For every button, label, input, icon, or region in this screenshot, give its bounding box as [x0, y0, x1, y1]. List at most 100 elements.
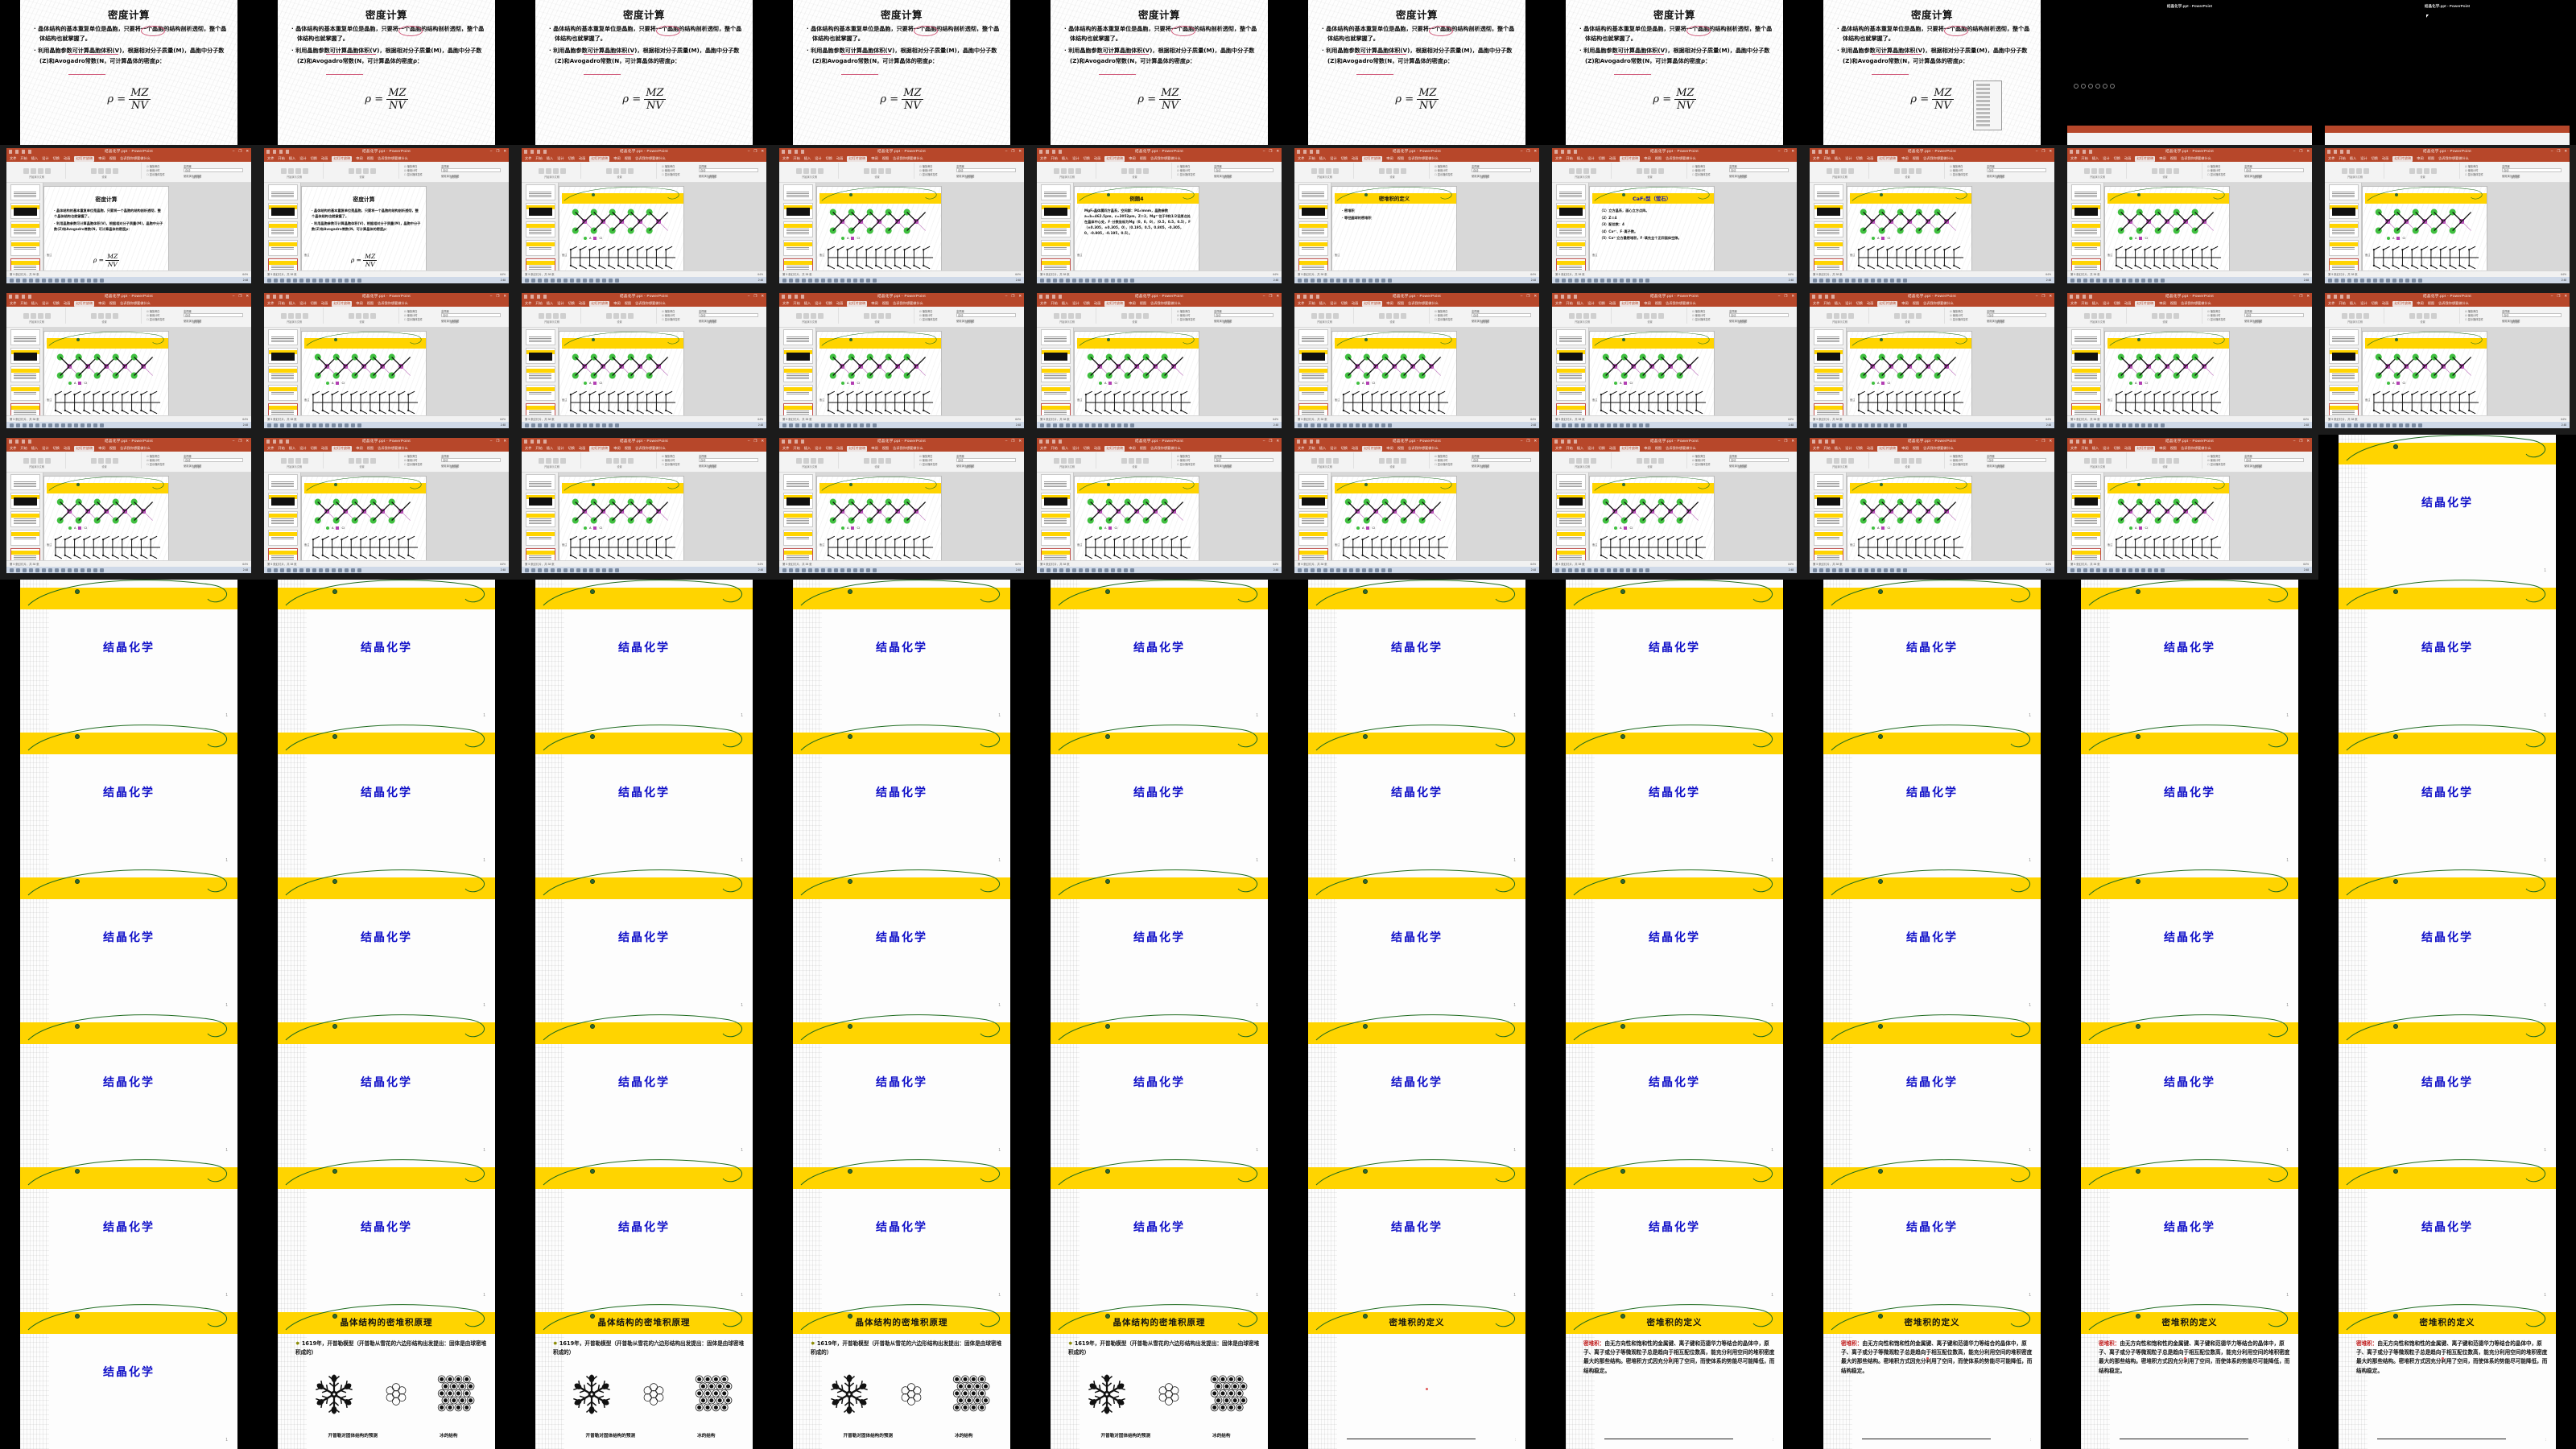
taskbar-icon[interactable]	[873, 278, 877, 283]
ribbon-tab-6[interactable]: 幻灯片放映	[1877, 300, 1898, 307]
taskbar-icon[interactable]	[564, 278, 568, 283]
ribbon-tab-0[interactable]: 文件	[1555, 446, 1563, 450]
monitor-select[interactable]: 自动	[2244, 458, 2304, 462]
taskbar-icon[interactable]	[1092, 423, 1096, 427]
thumbnail-cell[interactable]: 结晶化学 1	[1288, 1159, 1546, 1304]
ribbon-command-icon[interactable]	[2363, 312, 2369, 319]
slide-canvas[interactable]: A Cl 41	[301, 476, 427, 570]
slide-thumbnail-pane[interactable]: 12345	[522, 473, 559, 564]
taskbar-icon[interactable]	[1633, 278, 1637, 283]
taskbar-icon[interactable]	[1562, 568, 1566, 572]
ribbon-tab-1[interactable]: 开始	[535, 156, 543, 160]
taskbar-icon[interactable]	[576, 423, 580, 427]
ribbon-tab-5[interactable]: 动画	[320, 446, 328, 450]
ribbon-tab-3[interactable]: 设计	[815, 156, 822, 160]
ribbon-tab-9[interactable]: 告诉我你想要做什么	[893, 446, 923, 450]
taskbar-icon[interactable]	[68, 278, 72, 283]
window-controls[interactable]: – ❐ ✕	[747, 149, 764, 153]
taskbar-icon[interactable]	[1111, 423, 1115, 427]
taskbar-icon[interactable]	[1639, 568, 1643, 572]
ribbon-tab-9[interactable]: 告诉我你想要做什么	[1150, 156, 1181, 160]
ribbon-tab-5[interactable]: 动画	[1093, 446, 1101, 450]
notes-placeholder[interactable]: 备注	[2107, 398, 2113, 402]
ribbon-command-icon[interactable]	[1135, 167, 1141, 174]
ribbon-tab-3[interactable]: 设计	[2360, 156, 2368, 160]
taskbar-icon[interactable]	[564, 423, 568, 427]
thumbnail-cell[interactable]: 结晶化学 1	[1030, 1159, 1288, 1304]
taskbar-icon[interactable]	[1053, 278, 1057, 283]
slide-thumbnail-pane[interactable]: 12345	[264, 328, 301, 419]
ribbon-command-icon[interactable]	[863, 457, 869, 464]
window-controls[interactable]: – ❐ ✕	[1777, 294, 1794, 298]
taskbar-icon[interactable]	[48, 568, 52, 572]
ribbon-command-icon[interactable]	[105, 312, 111, 319]
taskbar-icon[interactable]	[2373, 423, 2377, 427]
taskbar-icon[interactable]	[2077, 423, 2081, 427]
ribbon-tab-3[interactable]: 设计	[1587, 446, 1595, 450]
taskbar-icon[interactable]	[2083, 278, 2087, 283]
monitor-select[interactable]: 自动	[2502, 313, 2562, 317]
taskbar-icon[interactable]	[1330, 423, 1334, 427]
notes-placeholder[interactable]: 备注	[819, 398, 825, 402]
thumbnail-cell[interactable]: 结晶化学.ppt - PowerPoint – ❐ ✕ 文件 开始 插入 设计 切换 动画 幻灯…	[1030, 435, 1288, 580]
ribbon-command-icon[interactable]	[1833, 457, 1839, 464]
taskbar-icon[interactable]	[1639, 278, 1643, 283]
ribbon-command-icon[interactable]	[1385, 312, 1392, 319]
taskbar-icon[interactable]	[1343, 423, 1347, 427]
taskbar-icon[interactable]	[531, 568, 535, 572]
taskbar-icon[interactable]	[1381, 568, 1385, 572]
taskbar-icon[interactable]	[873, 568, 877, 572]
ribbon-tab-2[interactable]: 插入	[1061, 301, 1069, 305]
thumbnail-cell[interactable]: 结晶化学 1	[2318, 869, 2576, 1014]
ribbon-command-icon[interactable]	[348, 312, 354, 319]
ribbon-tab-0[interactable]: 文件	[1555, 301, 1563, 305]
taskbar-icon[interactable]	[2109, 423, 2113, 427]
taskbar-icon[interactable]	[1826, 423, 1830, 427]
ribbon-tab-1[interactable]: 开始	[1308, 156, 1315, 160]
ribbon-command-icon[interactable]	[2363, 167, 2369, 174]
taskbar-icon[interactable]	[1381, 423, 1385, 427]
ribbon-command-icon[interactable]	[1075, 457, 1081, 464]
slide-thumbnail[interactable]: 1	[2329, 329, 2359, 345]
taskbar-icon[interactable]	[2083, 423, 2087, 427]
ribbon-tab-4[interactable]: 切换	[52, 446, 60, 450]
taskbar-icon[interactable]	[2334, 278, 2339, 283]
slide-canvas[interactable]: A Cl 41	[1589, 476, 1715, 570]
slide-thumbnail[interactable]: 2	[1298, 203, 1328, 219]
ribbon-tab-2[interactable]: 插入	[288, 156, 296, 160]
ribbon-tab-2[interactable]: 插入	[2349, 156, 2357, 160]
taskbar-icon[interactable]	[357, 423, 361, 427]
ribbon-command-icon[interactable]	[97, 457, 104, 464]
ribbon-tab-1[interactable]: 开始	[1051, 301, 1058, 305]
ribbon-command-icon[interactable]	[1135, 312, 1141, 319]
ribbon-command-icon[interactable]	[1901, 457, 1907, 464]
slide-thumbnail[interactable]: 2	[2071, 203, 2101, 219]
taskbar-icon[interactable]	[1111, 568, 1115, 572]
taskbar-icon[interactable]	[1813, 278, 1817, 283]
ribbon-command-icon[interactable]	[552, 457, 559, 464]
status-zoom[interactable]: 64%	[2046, 562, 2051, 566]
taskbar-icon[interactable]	[609, 568, 613, 572]
ribbon-tab-8[interactable]: 视图	[109, 156, 117, 160]
slide-canvas[interactable]: A Cl 41	[2104, 476, 2230, 570]
playback-checkboxes[interactable]: ☑ 播放旁白 ☑ 使用计时 ☐ 显示媒体控件	[404, 310, 423, 321]
ribbon-tab-7[interactable]: 审阅	[98, 446, 105, 450]
status-zoom[interactable]: 64%	[1530, 417, 1536, 421]
taskbar-icon[interactable]	[1046, 278, 1051, 283]
slide-thumbnail[interactable]: 3	[783, 366, 813, 382]
presenter-view-checkbox[interactable]: 使用演示者视图	[1472, 464, 1490, 468]
taskbar-icon[interactable]	[1581, 568, 1585, 572]
status-zoom[interactable]: 64%	[1530, 272, 1536, 276]
slide-thumbnail-pane[interactable]: 12345	[779, 473, 816, 564]
taskbar-icon[interactable]	[1555, 423, 1559, 427]
ribbon-command-icon[interactable]	[817, 312, 824, 319]
ribbon-command-icon[interactable]	[2173, 167, 2179, 174]
thumbnail-cell[interactable]: 结晶化学 1	[1030, 724, 1288, 869]
ribbon-command-icon[interactable]	[803, 312, 809, 319]
ribbon-tab-0[interactable]: 文件	[10, 156, 17, 160]
taskbar-icon[interactable]	[80, 278, 85, 283]
taskbar-icon[interactable]	[1368, 278, 1373, 283]
status-zoom[interactable]: 64%	[1273, 417, 1278, 421]
context-menu-item[interactable]	[1976, 88, 1999, 91]
ribbon-command-icon[interactable]	[112, 312, 118, 319]
